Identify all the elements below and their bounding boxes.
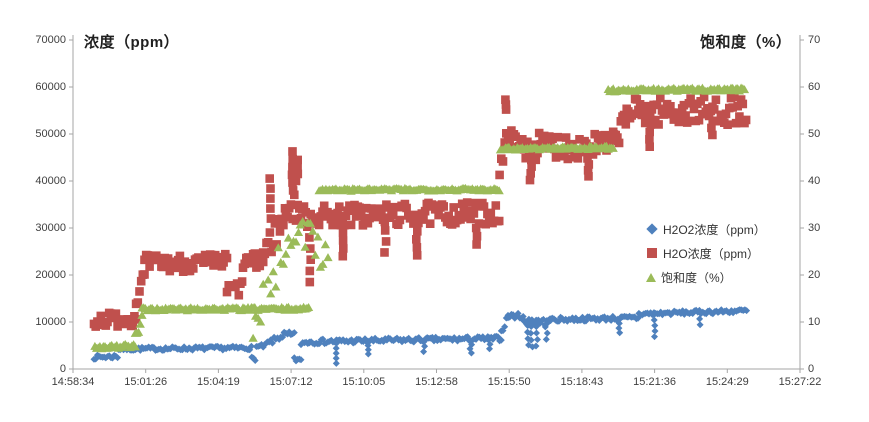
legend-label-h2o: H2O浓度（ppm） bbox=[663, 246, 760, 261]
x-axis-tick-label: 14:58:34 bbox=[51, 376, 95, 388]
y-right-tick-label: 10 bbox=[808, 316, 821, 328]
x-axis-tick-label: 15:15:50 bbox=[487, 376, 531, 388]
left-axis-title: 浓度（ppm） bbox=[84, 34, 180, 51]
x-axis-tick-label: 15:07:12 bbox=[269, 376, 313, 388]
legend: H2O2浓度（ppm） H2O浓度（ppm） 饱和度（%） bbox=[646, 220, 766, 286]
series-h2o-markers bbox=[89, 92, 751, 331]
square-marker-icon bbox=[647, 248, 657, 258]
y-right-tick-label: 0 bbox=[808, 363, 815, 375]
y-left-tick-label: 10000 bbox=[35, 316, 66, 328]
legend-item-saturation: 饱和度（%） bbox=[646, 268, 766, 286]
y-left-tick-label: 60000 bbox=[35, 81, 66, 93]
legend-label-h2o2: H2O2浓度（ppm） bbox=[663, 222, 766, 237]
y-left-tick-label: 40000 bbox=[35, 175, 66, 187]
y-left-tick-label: 70000 bbox=[35, 34, 66, 46]
y-left-tick-label: 20000 bbox=[35, 269, 66, 281]
x-axis-tick-label: 15:18:43 bbox=[560, 376, 604, 388]
y-left-tick-label: 0 bbox=[59, 363, 66, 375]
y-left-tick-label: 30000 bbox=[35, 222, 66, 234]
series-h2o2-markers bbox=[90, 306, 751, 367]
legend-item-h2o: H2O浓度（ppm） bbox=[646, 244, 766, 262]
x-axis-tick-label: 15:04:19 bbox=[196, 376, 240, 388]
x-axis-tick-label: 15:27:22 bbox=[778, 376, 822, 388]
diamond-marker-icon bbox=[646, 223, 658, 235]
right-axis-title: 饱和度（%） bbox=[700, 34, 792, 51]
legend-item-h2o2: H2O2浓度（ppm） bbox=[646, 220, 766, 238]
series-saturation-markers bbox=[90, 83, 750, 353]
x-axis-tick-label: 15:10:05 bbox=[342, 376, 386, 388]
x-axis-tick-label: 15:12:58 bbox=[415, 376, 458, 388]
y-right-tick-label: 30 bbox=[808, 222, 821, 234]
x-axis-tick-label: 15:01:26 bbox=[124, 376, 168, 388]
y-left-tick-label: 50000 bbox=[35, 128, 66, 140]
triangle-marker-icon bbox=[646, 272, 656, 282]
x-axis-tick-label: 15:24:29 bbox=[705, 376, 749, 388]
y-right-tick-label: 40 bbox=[808, 175, 821, 187]
legend-label-saturation: 饱和度（%） bbox=[661, 270, 732, 285]
y-right-tick-label: 60 bbox=[808, 81, 821, 93]
y-right-tick-label: 70 bbox=[808, 34, 821, 46]
y-right-tick-label: 50 bbox=[808, 128, 821, 140]
axes bbox=[69, 35, 804, 373]
x-axis-tick-label: 15:21:36 bbox=[633, 376, 676, 388]
y-right-tick-label: 20 bbox=[808, 269, 821, 281]
